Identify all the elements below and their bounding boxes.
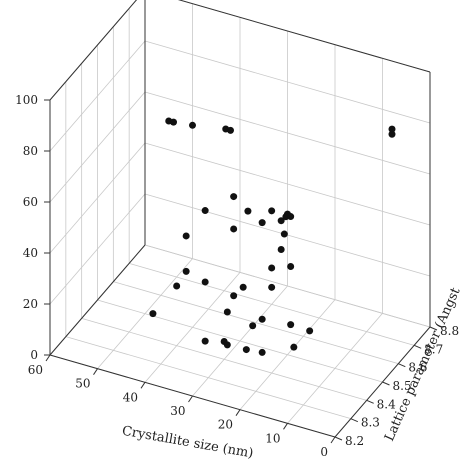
y-tick-mark	[334, 436, 343, 441]
x-tick-label: 30	[170, 404, 185, 418]
right-wall-gridline-z	[144, 244, 431, 328]
y-tick-label: 8.6	[408, 361, 427, 375]
floor-gridline-y	[113, 281, 399, 365]
y-tick-label: 8.5	[393, 379, 412, 393]
data-point	[227, 126, 234, 134]
y-tick-label: 8.2	[345, 434, 364, 448]
data-point	[388, 130, 396, 138]
floor-gridline-y	[97, 299, 383, 383]
data-point	[182, 267, 190, 275]
z-tick-label: 60	[23, 195, 38, 209]
x-tick-mark	[93, 368, 98, 375]
data-point	[220, 337, 228, 345]
x-tick-label: 40	[123, 390, 138, 404]
y-tick-mark	[429, 326, 438, 331]
data-point	[182, 232, 190, 240]
data-point	[249, 322, 257, 330]
data-point	[290, 343, 298, 351]
data-point	[201, 337, 209, 345]
left-wall-gridline-z	[49, 142, 146, 254]
floor-gridline-y	[81, 317, 367, 401]
data-point	[268, 283, 276, 291]
chart-points	[149, 117, 396, 356]
y-tick-mark	[382, 381, 390, 386]
x-tick-label: 10	[265, 431, 280, 445]
y-tick-mark	[398, 363, 406, 368]
y-tick-label: 8.8	[440, 324, 459, 338]
data-point	[287, 321, 295, 329]
x-tick-mark	[45, 354, 51, 362]
data-point	[201, 207, 209, 215]
data-point	[268, 207, 276, 215]
x-tick-mark	[235, 409, 241, 416]
box-edge	[49, 244, 146, 356]
box-edge	[177, 0, 431, 73]
left-wall-gridline-z	[49, 193, 146, 305]
floor-gridline-y	[65, 336, 351, 420]
data-point	[230, 193, 238, 201]
chart-tick-labels: 0 10 20 30 40 50 60 8.2 8.3 8.4 8.5 8.6 8.7 8.8 0 20 40 6…	[15, 93, 459, 459]
x-tick-label: 0	[320, 445, 328, 459]
data-point	[287, 213, 295, 221]
data-point	[201, 278, 209, 286]
left-wall-gridline-z	[49, 91, 146, 203]
data-point	[189, 121, 196, 129]
left-wall-gridline-z	[49, 40, 146, 152]
x-tick-mark	[330, 436, 336, 444]
y-tick-label: 8.4	[377, 397, 396, 411]
data-point	[173, 282, 181, 290]
data-point	[268, 264, 276, 272]
z-tick-label: 40	[23, 246, 38, 260]
data-point	[149, 310, 157, 318]
data-point	[258, 315, 266, 323]
y-tick-mark	[413, 344, 422, 349]
x-axis-title: Crystallite size (nm)	[121, 424, 255, 462]
data-point	[287, 263, 295, 271]
right-wall-gridline-z	[144, 142, 431, 226]
data-point	[388, 125, 396, 133]
data-point	[223, 308, 231, 316]
floor-gridline-y	[129, 262, 415, 346]
z-tick-label: 20	[23, 297, 38, 311]
data-point	[306, 327, 314, 335]
data-point	[244, 207, 252, 215]
box-edge	[49, 0, 138, 101]
x-tick-mark	[140, 382, 146, 389]
data-point	[258, 219, 266, 227]
y-tick-label: 8.3	[361, 416, 380, 430]
y-tick-mark	[350, 418, 359, 423]
z-tick-label: 80	[23, 144, 38, 158]
x-tick-label: 20	[218, 418, 233, 432]
y-tick-label: 8.7	[424, 342, 443, 356]
x-tick-label: 50	[75, 377, 90, 391]
data-point	[277, 246, 285, 254]
data-point	[239, 283, 247, 291]
x-tick-mark	[188, 395, 193, 403]
z-tick-label: 100	[15, 93, 38, 107]
data-point	[242, 346, 250, 354]
data-point	[230, 225, 238, 233]
x-tick-mark	[283, 423, 288, 430]
data-point	[170, 118, 177, 126]
right-wall-gridline-z	[144, 40, 431, 124]
data-point	[280, 230, 288, 238]
z-tick-label: 0	[30, 348, 38, 362]
data-point	[230, 292, 238, 300]
data-point	[277, 217, 285, 225]
right-wall-gridline-z	[144, 91, 431, 175]
data-point	[258, 348, 266, 356]
y-tick-mark	[366, 399, 374, 404]
x-tick-label: 60	[28, 363, 43, 377]
